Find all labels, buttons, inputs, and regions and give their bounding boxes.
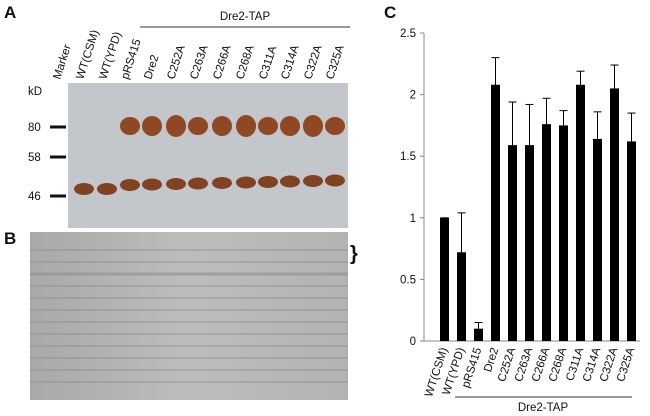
lane-label: C314A xyxy=(279,43,301,80)
band-46 xyxy=(325,174,345,187)
lane-label: Dre2 xyxy=(142,54,161,81)
band-46 xyxy=(97,183,117,195)
band-80 xyxy=(280,116,300,136)
band-46 xyxy=(188,177,208,190)
lane-label: C263A xyxy=(188,43,210,80)
band-80 xyxy=(188,117,208,135)
bar xyxy=(610,88,619,341)
gel-image xyxy=(30,232,348,400)
bar xyxy=(525,145,534,341)
band-46 xyxy=(280,175,300,188)
lane-label: C268A xyxy=(234,43,256,80)
lane-label: Marker xyxy=(51,43,74,81)
lane-label: C252A xyxy=(165,43,187,80)
panel-label: C xyxy=(384,3,396,22)
lane-label: pRS415 xyxy=(119,38,143,81)
lane-label: C266A xyxy=(211,43,233,80)
marker-label: 58 xyxy=(28,152,41,164)
lane-label: C311A xyxy=(257,44,279,81)
bar xyxy=(457,252,466,341)
bar xyxy=(593,138,602,341)
y-tick-label: 0 xyxy=(410,336,416,348)
bar xyxy=(576,84,585,341)
y-tick-label: 0.5 xyxy=(400,274,416,286)
band-80 xyxy=(142,116,162,136)
x-group-label: Dre2-TAP xyxy=(518,402,569,414)
kd-label: kD xyxy=(28,86,42,98)
band-46 xyxy=(258,176,278,188)
bar xyxy=(491,84,500,341)
y-tick-label: 1.5 xyxy=(400,151,416,163)
band-46 xyxy=(236,176,256,189)
bar xyxy=(508,145,517,341)
bar xyxy=(440,217,449,341)
band-80 xyxy=(303,115,323,137)
marker-label: 80 xyxy=(28,122,41,134)
band-46 xyxy=(303,175,323,187)
brace: } xyxy=(350,243,358,265)
band-80 xyxy=(166,115,186,137)
band-46 xyxy=(120,179,140,191)
band-80 xyxy=(120,117,140,135)
band-80 xyxy=(325,117,345,135)
band-46 xyxy=(142,178,162,191)
band-46 xyxy=(212,177,232,189)
marker-label: 46 xyxy=(28,191,41,203)
group-label: Dre2-TAP xyxy=(220,11,271,23)
band-80 xyxy=(258,117,278,135)
band-46 xyxy=(166,178,186,190)
blot-image xyxy=(68,83,348,228)
band-80 xyxy=(236,115,256,137)
y-tick-label: 1 xyxy=(410,213,416,225)
lane-label: C325A xyxy=(324,43,346,80)
lane-label: C322A xyxy=(302,43,324,80)
y-tick-label: 2.5 xyxy=(400,28,416,40)
panel-label: B xyxy=(4,229,16,248)
band-80 xyxy=(212,116,232,136)
bar xyxy=(559,125,568,342)
bar xyxy=(542,124,551,341)
y-tick-label: 2 xyxy=(410,90,416,102)
bar xyxy=(627,141,636,341)
lane-label: WT(CSM) xyxy=(74,28,101,80)
panel-label: A xyxy=(4,3,16,22)
band-46 xyxy=(74,183,94,195)
